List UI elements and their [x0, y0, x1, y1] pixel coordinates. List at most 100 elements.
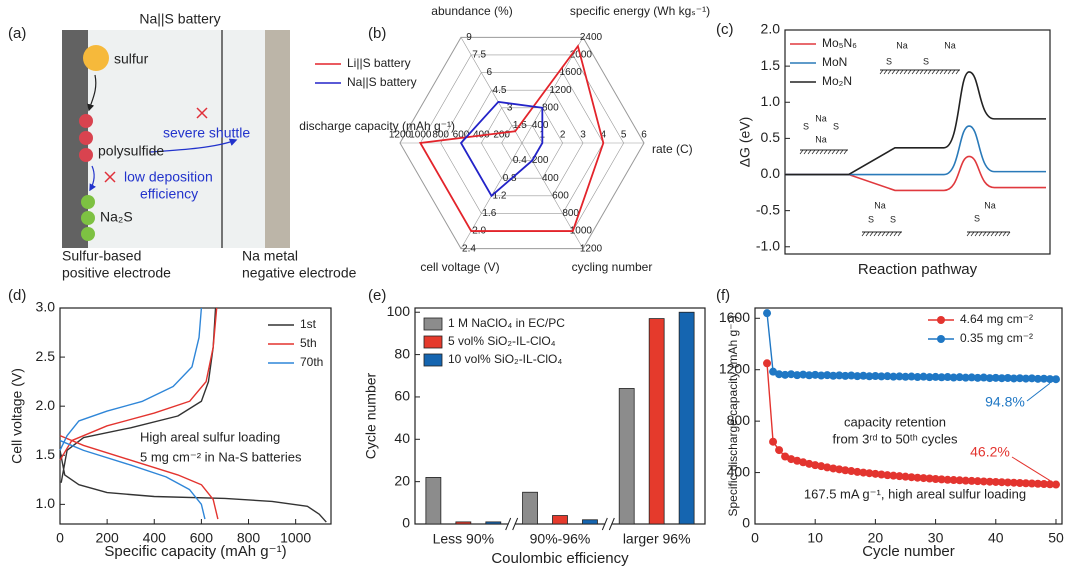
retention-label: 94.8% — [985, 394, 1025, 410]
radar-tick-label: 9 — [466, 32, 472, 43]
surface-hatch — [978, 231, 983, 237]
radar-axis-label: rate (C) — [652, 142, 693, 156]
electrode-label: Na metal — [242, 248, 298, 264]
x-tick-label: 800 — [237, 530, 261, 546]
surface-hatch — [907, 69, 912, 75]
data-point — [895, 472, 904, 481]
annotation: High areal sulfur loading — [140, 429, 280, 444]
x-axis-label: Cycle number — [862, 543, 955, 560]
data-point — [817, 371, 826, 380]
radar-tick-label: 800 — [542, 102, 559, 113]
data-point — [949, 476, 958, 485]
panel-label: (c) — [716, 21, 734, 38]
data-point — [1021, 479, 1030, 488]
data-point — [967, 373, 976, 382]
energy-profile — [785, 125, 1046, 176]
panel-label: (e) — [368, 287, 386, 304]
bar — [552, 515, 568, 525]
data-point — [835, 465, 844, 474]
x-tick-label: 30 — [928, 530, 944, 546]
radar-tick-label: 0.8 — [503, 173, 517, 184]
bar — [678, 311, 695, 525]
arrow — [87, 74, 97, 112]
surface-hatch — [893, 231, 898, 237]
data-point — [1027, 374, 1036, 383]
data-point — [1051, 480, 1060, 489]
radar-tick-label: 2 — [560, 130, 566, 141]
surface-hatch — [923, 69, 928, 75]
data-point — [853, 372, 862, 381]
surface-hatch — [955, 69, 960, 75]
surface-hatch — [879, 69, 884, 75]
data-point — [793, 456, 802, 465]
surface-hatch — [998, 231, 1003, 237]
process-label: severe shuttle — [163, 125, 250, 141]
surface-hatch — [1002, 231, 1007, 237]
y-tick-label: 800 — [727, 412, 751, 428]
radar-tick-label: 1200 — [580, 243, 603, 254]
y-tick-label: 2.5 — [36, 348, 56, 364]
surface-hatch — [986, 231, 991, 237]
data-point — [1045, 375, 1054, 384]
surface-hatch — [919, 69, 924, 75]
y-axis-label: Cycle number — [363, 372, 379, 459]
legend-label: 1st — [300, 317, 317, 331]
energy-profile — [785, 155, 1046, 192]
energy-profile — [785, 71, 1046, 176]
y-tick-label: 400 — [727, 463, 751, 479]
surface-hatch — [895, 69, 900, 75]
structure-label: Na — [896, 40, 908, 50]
data-point — [811, 461, 820, 470]
structure-label: S — [890, 214, 896, 224]
data-point — [1021, 374, 1030, 383]
axis-break-mark — [505, 517, 519, 531]
structure-label: Na — [984, 200, 996, 210]
y-tick-label: 60 — [394, 388, 410, 404]
x-tick-label: 600 — [190, 530, 214, 546]
spoke — [460, 37, 523, 144]
data-point — [865, 372, 874, 381]
data-point — [811, 370, 820, 379]
electrode-label: Sulfur-based — [62, 248, 141, 264]
legend-label: Li||S battery — [347, 56, 411, 70]
shuttle-arrow — [149, 138, 238, 153]
data-point — [763, 359, 772, 368]
data-point — [889, 372, 898, 381]
radar-tick-label: 800 — [432, 130, 449, 141]
x-tick-label: 20 — [868, 530, 884, 546]
y-tick-label: 40 — [394, 430, 410, 446]
radar-tick-label: 1000 — [409, 130, 432, 141]
data-point — [913, 473, 922, 482]
polysulfide-particle — [79, 114, 93, 128]
data-point — [829, 464, 838, 473]
x-tick-label: 90%-96% — [530, 531, 591, 547]
data-point — [841, 466, 850, 475]
y-tick-label: 80 — [394, 345, 410, 361]
surface-hatch — [827, 149, 832, 155]
radar-tick-label: 1.6 — [482, 208, 496, 219]
x-tick-label: larger 96% — [623, 531, 691, 547]
cross — [104, 171, 116, 183]
surface-hatch — [947, 69, 952, 75]
data-point — [865, 469, 874, 478]
bar — [618, 388, 635, 525]
data-point — [799, 370, 808, 379]
surface-hatch — [865, 231, 870, 237]
x-tick-label: 0 — [751, 530, 759, 546]
bar — [455, 521, 472, 525]
data-point — [769, 367, 778, 376]
surface-hatch — [861, 231, 866, 237]
data-point — [889, 471, 898, 480]
data-point — [847, 467, 856, 476]
radar-tick-label: 1000 — [570, 226, 593, 237]
data-point — [841, 371, 850, 380]
structure-label: S — [868, 214, 874, 224]
surface-hatch — [835, 149, 840, 155]
x-tick-label: Less 90% — [433, 531, 494, 547]
surface-hatch — [931, 69, 936, 75]
surface-hatch — [831, 149, 836, 155]
data-point — [895, 372, 904, 381]
legend-label: 1 M NaClO₄ in EC/PC — [448, 316, 565, 330]
data-point — [937, 373, 946, 382]
